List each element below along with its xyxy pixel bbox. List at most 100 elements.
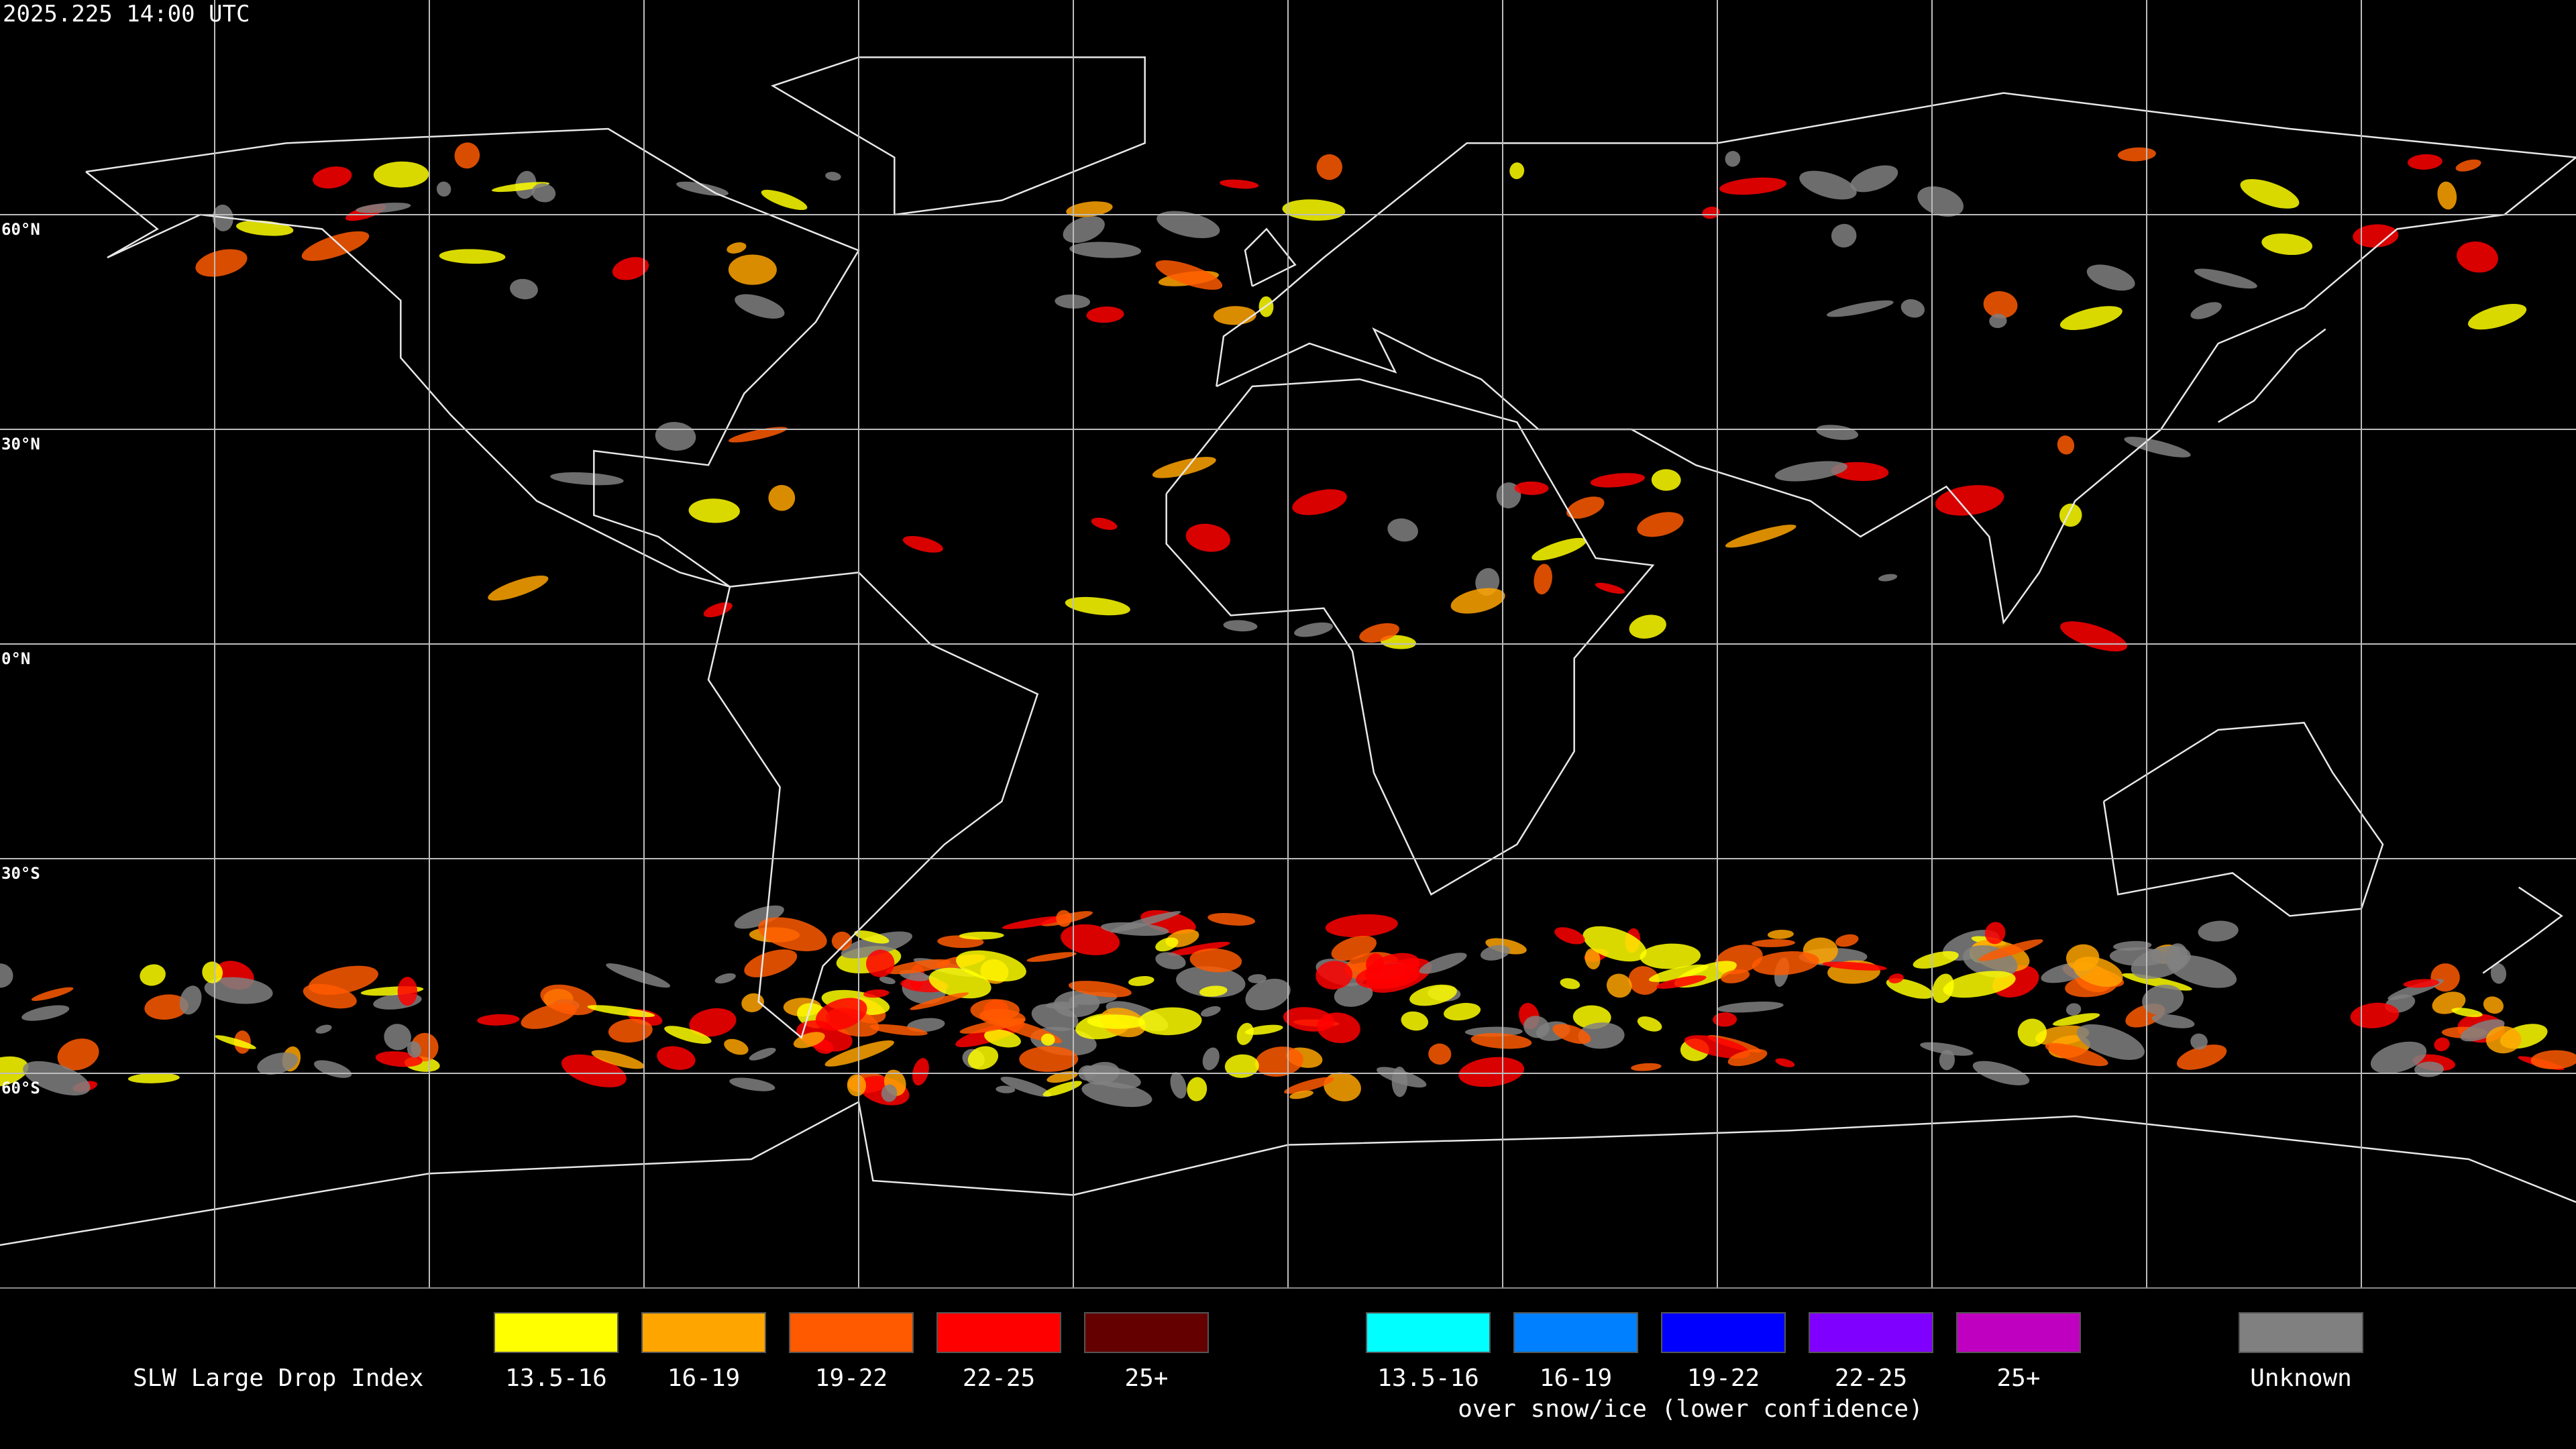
legend-label: 16-19 [667, 1364, 740, 1392]
precip-cell [1822, 961, 1887, 971]
precip-cell [912, 1058, 929, 1086]
precip-cell [1019, 1046, 1079, 1072]
precip-cell [1774, 461, 1847, 482]
precip-cell [956, 950, 1026, 982]
precip-cell [2053, 1013, 2100, 1026]
coastline [770, 56, 1146, 216]
precip-cell [2457, 241, 2498, 273]
precip-cell [1082, 1065, 1141, 1089]
precip-cell [1566, 496, 1605, 519]
legend-label: 22-25 [963, 1364, 1035, 1392]
precip-cell [1775, 1058, 1795, 1067]
precip-cell [1560, 978, 1580, 989]
precip-cell [1155, 937, 1179, 952]
precip-cell [1026, 952, 1077, 962]
precip-cell [2353, 224, 2399, 248]
precip-cell [1334, 982, 1373, 1007]
precip-cell [204, 977, 273, 1004]
precip-cell [1590, 473, 1646, 488]
legend-swatch [641, 1312, 766, 1353]
precip-cell [2483, 996, 2504, 1014]
precip-cell [1983, 291, 2018, 319]
precip-cell [1069, 241, 1142, 258]
precip-cell [1831, 223, 1857, 248]
precip-cell [959, 931, 1004, 940]
precip-cell [758, 917, 827, 952]
coastline [1216, 92, 2576, 625]
precip-cell [831, 931, 853, 951]
coastline [85, 127, 860, 588]
precip-cell [1514, 481, 1549, 495]
precip-cell [2460, 1019, 2505, 1042]
precip-cell [454, 142, 480, 169]
precip-cell [315, 1024, 332, 1034]
precip-cell [407, 1041, 421, 1058]
precip-cell [1631, 1063, 1662, 1071]
coastline [2218, 328, 2326, 423]
precip-cell [384, 1024, 411, 1051]
graticule: 60°N 30°N 0°N 30°S 60°S [0, 0, 2576, 1288]
precip-cell [1055, 294, 1090, 309]
precip-cell [1582, 926, 1647, 962]
precip-cell [397, 977, 418, 1006]
precip-cell [1087, 1014, 1145, 1029]
precip-cell [2485, 1026, 2522, 1054]
coastline [1165, 378, 1655, 896]
precip-cell [724, 1038, 749, 1055]
legend-swatch [1513, 1312, 1638, 1353]
precip-cell [1068, 981, 1132, 998]
precip-cell [689, 1008, 737, 1037]
precip-cell [1719, 177, 1787, 195]
lat-label: 60°N [1, 220, 40, 239]
legend-label: Unknown [2250, 1364, 2352, 1392]
precip-cell [179, 985, 202, 1015]
precip-cell [1450, 588, 1505, 614]
precip-cell [1943, 971, 2016, 998]
legend-swatch [936, 1312, 1061, 1353]
precip-cell [1470, 1032, 1532, 1049]
precip-cell [2045, 1042, 2108, 1067]
precip-cell [735, 294, 785, 319]
precip-cell [1155, 952, 1186, 969]
precip-cell [1656, 975, 1707, 989]
precip-cell [1000, 1076, 1052, 1097]
precip-cell [1187, 1077, 1208, 1102]
precip-cell [1176, 966, 1246, 998]
precip-cell [1458, 1057, 1525, 1087]
precip-cell [591, 1050, 645, 1069]
precip-cell [127, 1073, 180, 1083]
precip-cell [959, 1018, 1026, 1034]
precip-cell [1040, 1033, 1055, 1046]
precip-cell [996, 1085, 1016, 1093]
precip-cell [2408, 154, 2443, 170]
precip-cell [2142, 984, 2184, 1015]
precip-cell [970, 999, 1020, 1022]
precip-cell [714, 973, 736, 984]
precip-cell [2490, 963, 2507, 984]
precip-cell [885, 959, 951, 975]
precip-cell [1578, 1022, 1625, 1049]
precip-cell [550, 472, 624, 486]
precip-cell [1751, 939, 1795, 947]
legend-title: SLW Large Drop Index [133, 1364, 423, 1392]
legend-label: 22-25 [1835, 1364, 1907, 1392]
precip-cell [23, 1061, 91, 1095]
precip-cell [1065, 596, 1130, 616]
precip-cell [1045, 1002, 1079, 1010]
precip-cell [1200, 1006, 1221, 1017]
precip-cell [1081, 1081, 1152, 1108]
precip-cell [510, 278, 538, 300]
precip-cell [1717, 1002, 1784, 1013]
precip-cell [2165, 943, 2188, 971]
precip-cell [1202, 1047, 1220, 1071]
precip-cell [1989, 313, 2007, 329]
precip-cell [21, 1005, 70, 1021]
precip-cell [910, 992, 969, 1010]
precip-cell [967, 1046, 999, 1070]
precip-cell [2065, 1003, 2082, 1016]
precip-cell [1254, 1046, 1303, 1077]
precip-cell [1189, 948, 1242, 973]
precip-cell [1138, 1007, 1202, 1036]
lat-label: 0°N [1, 649, 30, 668]
precip-cell [1331, 935, 1377, 961]
